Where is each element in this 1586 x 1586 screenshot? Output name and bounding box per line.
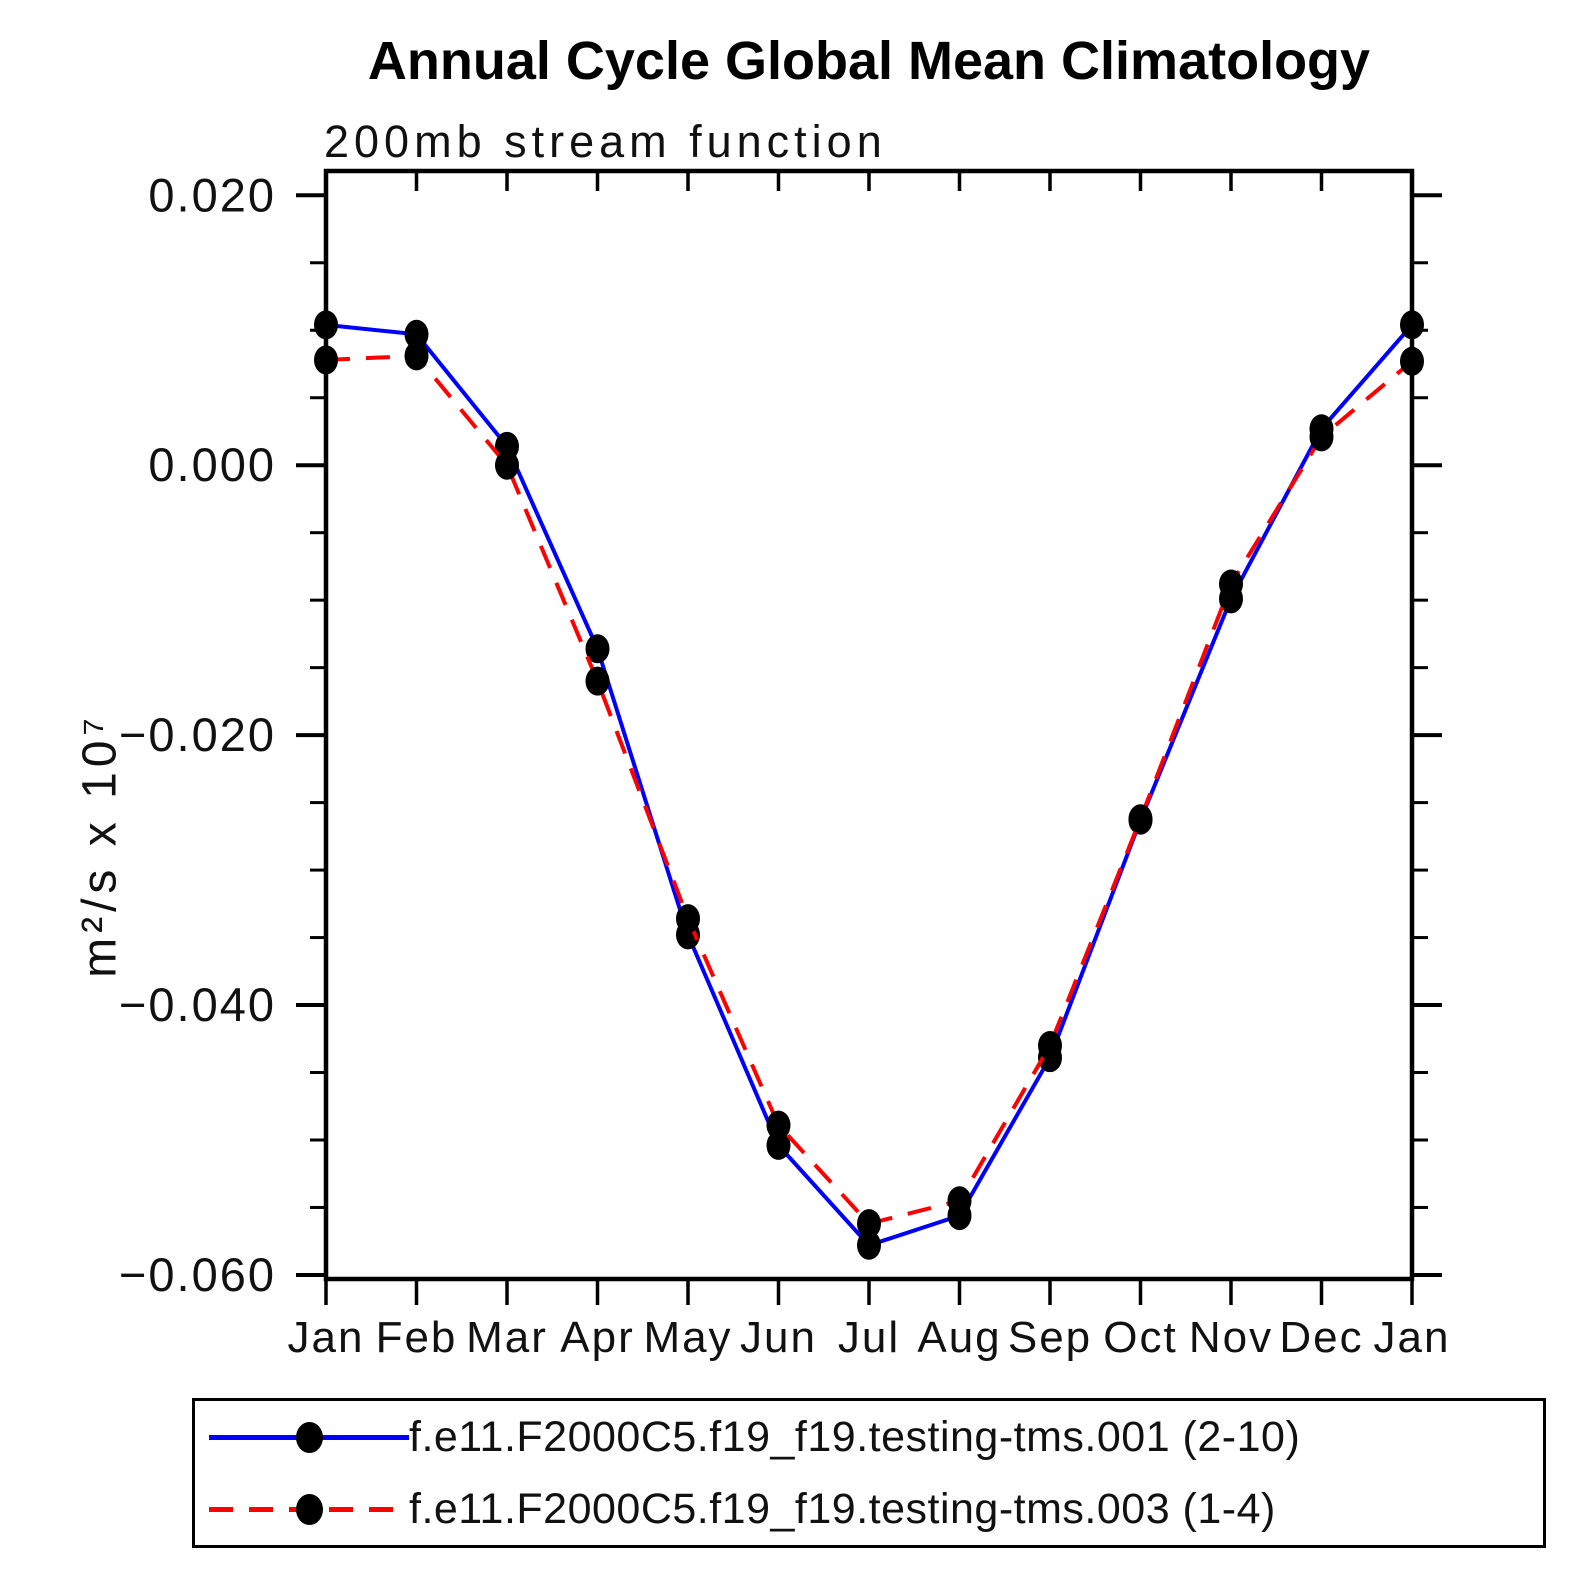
x-tick-label: Jan: [288, 1313, 365, 1362]
x-tick-label: Jul: [838, 1313, 900, 1362]
data-point-marker-s0-jul6: [857, 1230, 881, 1260]
x-tick-label: Dec: [1279, 1313, 1363, 1362]
x-tick-label: Jan: [1374, 1313, 1451, 1362]
legend-item-series-003: f.e11.F2000C5.f19_f19.testing-tms.003 (1…: [195, 1473, 1543, 1545]
y-tick-label: −0.060: [119, 1248, 276, 1301]
data-point-marker-s0-jun5: [766, 1130, 791, 1160]
y-tick-label: 0.020: [148, 168, 276, 221]
legend-swatch-solid-blue: [209, 1421, 409, 1453]
y-tick-label: −0.040: [119, 978, 276, 1031]
legend-marker-icon: [296, 1422, 323, 1453]
data-point-marker-s0-apr3: [585, 634, 610, 664]
plot-frame: [323, 168, 1415, 1282]
data-point-marker-s1-oct9: [1128, 804, 1153, 834]
data-point-marker-s1-jul6: [857, 1209, 881, 1239]
data-point-marker-s1-may4: [676, 904, 700, 934]
x-tick-label: Apr: [560, 1313, 634, 1362]
data-point-marker-s1-jun5: [766, 1110, 791, 1140]
x-tick-label: Oct: [1103, 1313, 1177, 1362]
series-line-1: [325, 353, 1414, 1226]
x-tick-label: Sep: [1008, 1313, 1092, 1362]
chart-title: Annual Cycle Global Mean Climatology: [367, 31, 1371, 91]
data-point-marker-s1-mar2: [495, 450, 519, 480]
series-line-0: [325, 322, 1414, 1248]
legend-marker-icon: [296, 1494, 323, 1525]
data-point-marker-s0-jan12: [1400, 310, 1424, 340]
x-tick-label: Aug: [917, 1313, 1001, 1362]
data-point-marker-s1-apr3: [585, 666, 610, 696]
x-tick-label: Nov: [1189, 1313, 1273, 1362]
data-point-marker-s1-feb1: [404, 341, 429, 371]
y-tick-label: 0.000: [148, 438, 276, 491]
data-point-marker-s1-jan0: [314, 345, 338, 375]
data-point-marker-s0-feb1: [404, 319, 429, 349]
legend-swatch-dashed-red: [209, 1493, 409, 1525]
y-tick-label: −0.020: [119, 708, 276, 761]
data-point-marker-s1-aug7: [947, 1186, 972, 1216]
legend-item-series-001: f.e11.F2000C5.f19_f19.testing-tms.001 (2…: [195, 1401, 1543, 1473]
x-tick-label: Feb: [376, 1313, 458, 1362]
data-point-marker-s1-jan12: [1400, 346, 1424, 376]
data-point-marker-s1-sep8: [1038, 1031, 1062, 1061]
x-tick-label: Mar: [466, 1313, 548, 1362]
x-tick-label: May: [643, 1313, 732, 1362]
legend-label: f.e11.F2000C5.f19_f19.testing-tms.003 (1…: [409, 1484, 1276, 1533]
data-point-marker-s1-dec11: [1309, 422, 1334, 452]
legend-label: f.e11.F2000C5.f19_f19.testing-tms.001 (2…: [409, 1412, 1301, 1461]
legend-box: f.e11.F2000C5.f19_f19.testing-tms.001 (2…: [192, 1398, 1546, 1548]
chart-subtitle: 200mb stream function: [324, 116, 887, 167]
data-point-marker-s0-jan0: [314, 310, 338, 340]
data-point-marker-s1-nov10: [1219, 569, 1243, 599]
x-tick-label: Jun: [740, 1313, 817, 1362]
